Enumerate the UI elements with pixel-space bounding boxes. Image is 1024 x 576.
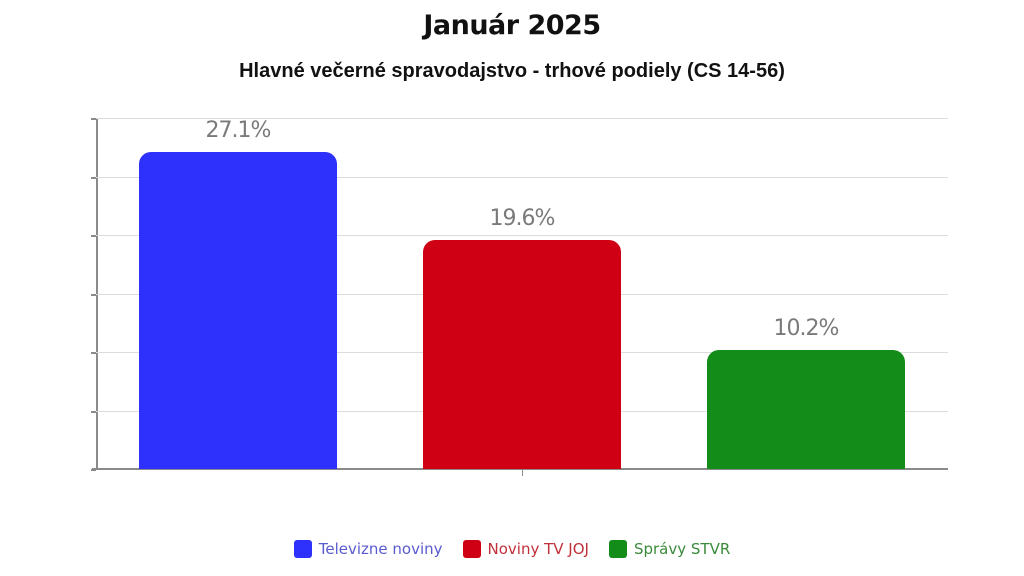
value-label: 10.2% [773,315,840,341]
x-axis [92,468,948,470]
plot-area: 27.1% 19.6% 10.2% [91,117,948,476]
value-label: 27.1% [205,117,272,143]
y-tick [91,177,96,179]
y-tick [91,469,96,471]
legend-label: Televizne noviny [318,540,443,558]
y-tick [91,118,96,120]
y-tick [91,235,96,237]
legend-label: Správy STVR [633,540,731,558]
y-tick [91,294,96,296]
legend-item[interactable]: Správy STVR [608,540,731,558]
chart-title: Január 2025 [423,10,601,41]
gridline [96,118,948,119]
chart-subtitle: Hlavné večerné spravodajstvo - trhové po… [239,60,785,82]
legend-swatch-icon [462,540,481,558]
legend: Televizne noviny Noviny TV JOJ Správy STVR [0,540,1024,558]
bar-3[interactable] [707,349,905,469]
gridline [96,235,948,236]
bar-1[interactable] [139,151,337,469]
bar-2[interactable] [423,239,621,469]
x-tick [522,470,523,476]
legend-swatch-icon [293,540,312,558]
y-tick [91,411,96,413]
value-label: 19.6% [489,205,556,231]
legend-label: Noviny TV JOJ [487,540,589,558]
gridline [96,177,948,178]
legend-item[interactable]: Noviny TV JOJ [462,540,589,558]
legend-swatch-icon [608,540,627,558]
legend-item[interactable]: Televizne noviny [293,540,443,558]
y-tick [91,352,96,354]
